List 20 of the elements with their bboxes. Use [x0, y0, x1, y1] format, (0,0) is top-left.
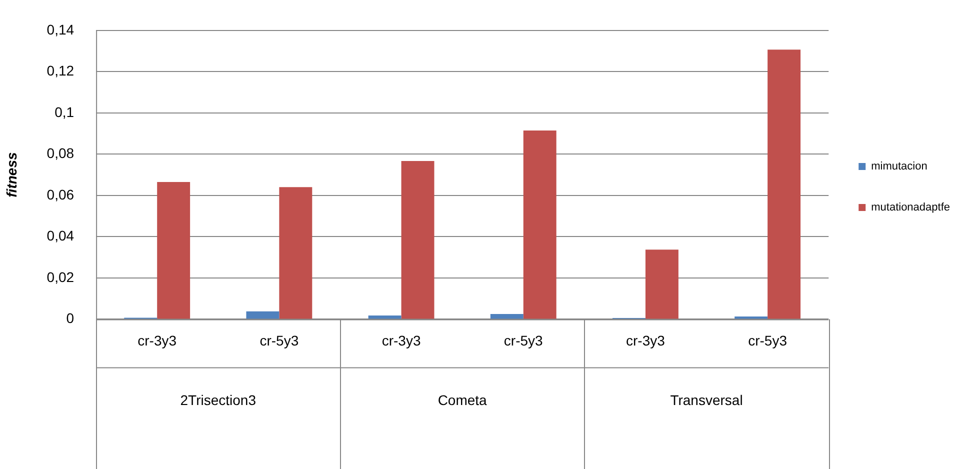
bar — [401, 160, 434, 319]
y-tick-label: 0,06 — [46, 186, 74, 202]
legend-label: mimutacion — [871, 160, 928, 173]
bar — [279, 187, 312, 319]
y-tick-label: 0,1 — [54, 104, 74, 120]
bar — [246, 311, 280, 319]
bar — [490, 314, 524, 319]
bar — [157, 182, 190, 319]
bar — [768, 50, 801, 319]
legend-label: mutationadaptfe — [871, 202, 950, 214]
y-tick-label: 0,14 — [46, 21, 74, 38]
y-tick-label: 0,04 — [46, 228, 74, 244]
bar — [645, 250, 678, 319]
y-tick-label: 0,02 — [46, 268, 74, 285]
bar — [523, 130, 556, 319]
y-tick-label: 0,12 — [46, 62, 74, 79]
y-tick-label: 0 — [66, 310, 74, 326]
bar — [368, 315, 402, 319]
y-tick-label: 0,08 — [46, 145, 74, 162]
y-axis-title: fitness — [3, 152, 20, 198]
